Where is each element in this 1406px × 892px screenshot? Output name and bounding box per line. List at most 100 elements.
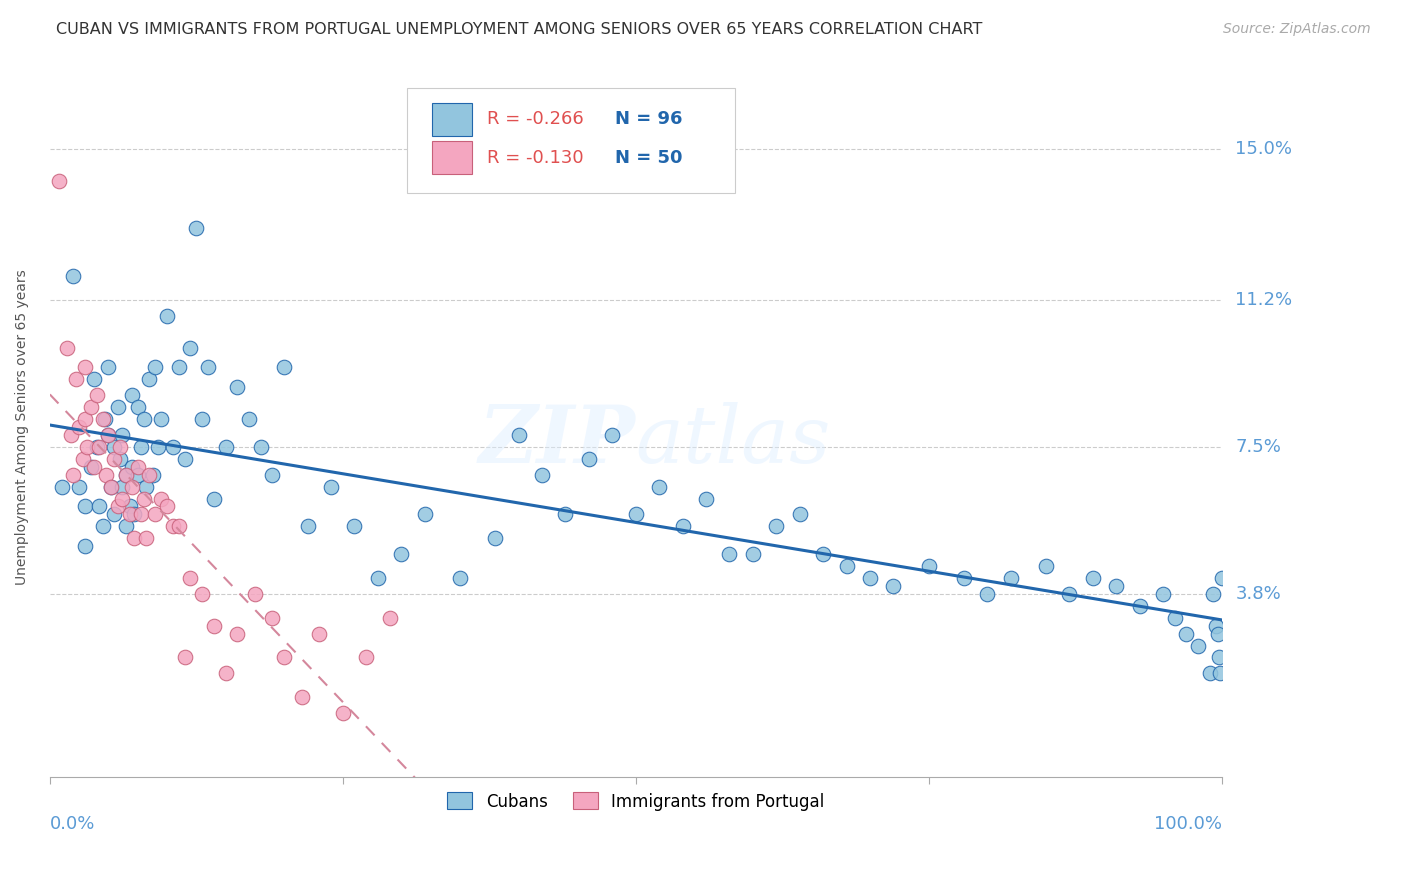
Point <box>91 412 114 426</box>
Text: 3.8%: 3.8% <box>1236 585 1281 603</box>
Point <box>1202 587 1225 601</box>
Point <box>186 221 208 235</box>
Point <box>94 412 117 426</box>
Point <box>1198 666 1220 681</box>
Point <box>367 571 389 585</box>
Point <box>917 559 939 574</box>
Point <box>100 480 122 494</box>
Point <box>65 372 87 386</box>
Point <box>1208 650 1230 665</box>
Point <box>83 459 105 474</box>
Point <box>97 428 120 442</box>
Text: 11.2%: 11.2% <box>1236 291 1292 309</box>
Point <box>62 467 84 482</box>
Point <box>118 500 141 514</box>
Point <box>1128 599 1150 613</box>
Point <box>354 650 377 665</box>
Point <box>107 500 129 514</box>
Point <box>952 571 974 585</box>
Point <box>1152 587 1174 601</box>
Point <box>1209 666 1232 681</box>
Text: ZIP: ZIP <box>479 402 636 480</box>
Point <box>238 412 260 426</box>
Point <box>138 467 160 482</box>
Point <box>226 380 249 394</box>
Point <box>262 467 284 482</box>
Point <box>389 547 412 561</box>
Point <box>107 400 129 414</box>
Point <box>72 451 94 466</box>
Point <box>1205 618 1227 632</box>
Point <box>127 459 149 474</box>
Point <box>115 467 138 482</box>
FancyBboxPatch shape <box>408 88 735 193</box>
Point <box>108 440 131 454</box>
Point <box>103 440 125 454</box>
Point <box>150 412 173 426</box>
Text: N = 96: N = 96 <box>614 111 682 128</box>
Point <box>129 508 152 522</box>
Point <box>129 440 152 454</box>
Point <box>197 360 219 375</box>
Point <box>143 360 166 375</box>
Point <box>111 491 134 506</box>
Point <box>121 480 143 494</box>
Point <box>262 611 284 625</box>
Point <box>135 480 157 494</box>
Point <box>695 491 717 506</box>
Point <box>378 611 401 625</box>
Point <box>179 341 201 355</box>
Point <box>146 440 169 454</box>
Point <box>508 428 530 442</box>
Point <box>600 428 623 442</box>
Point <box>332 706 354 720</box>
Point <box>73 539 96 553</box>
Point <box>765 519 787 533</box>
Text: CUBAN VS IMMIGRANTS FROM PORTUGAL UNEMPLOYMENT AMONG SENIORS OVER 65 YEARS CORRE: CUBAN VS IMMIGRANTS FROM PORTUGAL UNEMPL… <box>56 22 983 37</box>
Point <box>214 666 236 681</box>
Point <box>138 372 160 386</box>
Text: 7.5%: 7.5% <box>1236 438 1281 456</box>
Point <box>191 412 214 426</box>
Point <box>156 500 179 514</box>
Point <box>202 618 225 632</box>
Point <box>118 508 141 522</box>
Point <box>789 508 811 522</box>
Point <box>94 467 117 482</box>
Y-axis label: Unemployment Among Seniors over 65 years: Unemployment Among Seniors over 65 years <box>15 269 30 585</box>
Point <box>291 690 314 705</box>
Point <box>173 451 195 466</box>
Point <box>976 587 998 601</box>
Text: 0.0%: 0.0% <box>49 815 96 833</box>
Point <box>150 491 173 506</box>
Point <box>859 571 882 585</box>
Point <box>83 372 105 386</box>
Point <box>111 428 134 442</box>
Point <box>811 547 834 561</box>
Point <box>173 650 195 665</box>
FancyBboxPatch shape <box>432 142 471 174</box>
Point <box>449 571 471 585</box>
Point <box>191 587 214 601</box>
Point <box>578 451 600 466</box>
Point <box>671 519 693 533</box>
Point <box>167 360 190 375</box>
Point <box>122 508 145 522</box>
Point <box>214 440 236 454</box>
Point <box>297 519 319 533</box>
Point <box>62 268 84 283</box>
Text: R = -0.130: R = -0.130 <box>486 149 583 167</box>
Point <box>162 440 184 454</box>
Point <box>243 587 266 601</box>
Point <box>835 559 858 574</box>
Point <box>127 400 149 414</box>
Point <box>308 626 330 640</box>
Point <box>80 459 103 474</box>
Point <box>108 451 131 466</box>
Point <box>132 412 155 426</box>
Point <box>100 480 122 494</box>
Point <box>1175 626 1198 640</box>
Point <box>249 440 271 454</box>
Point <box>87 440 110 454</box>
Point <box>127 467 149 482</box>
